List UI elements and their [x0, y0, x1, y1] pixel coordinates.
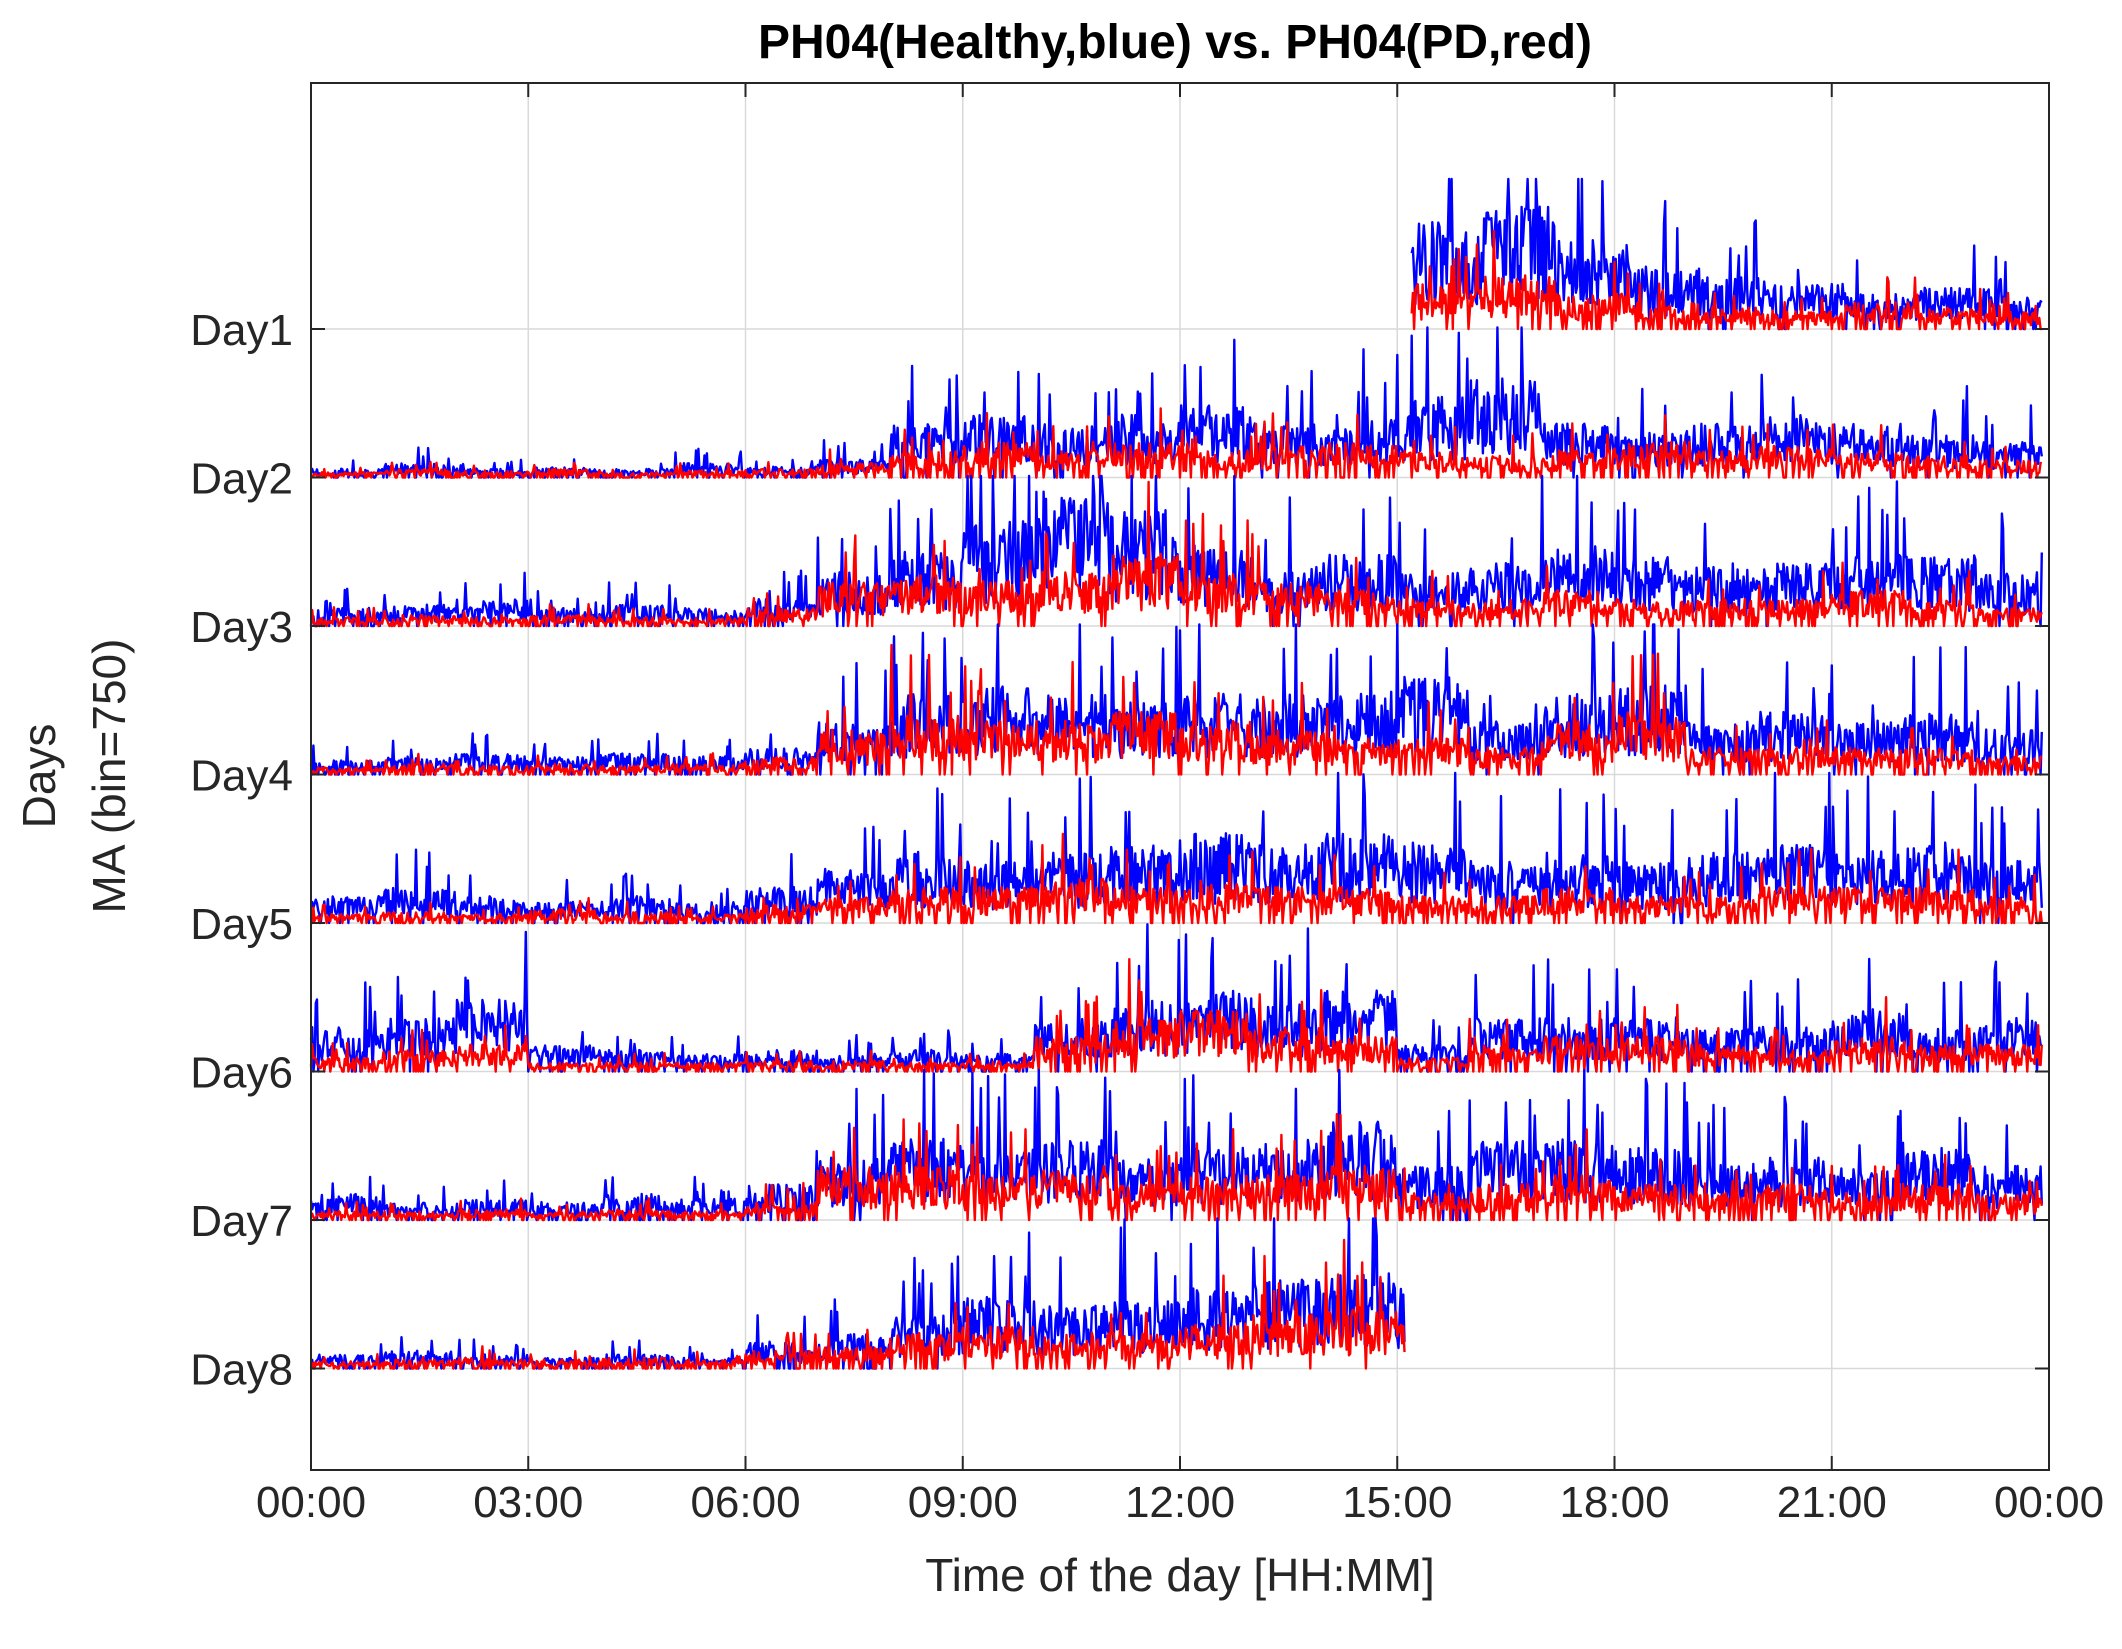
tick-marks: [310, 83, 2050, 1470]
x-tick-label: 00:00: [1994, 1478, 2104, 1527]
pd-trace-day1: [1410, 229, 2042, 331]
pd-trace-day2: [310, 407, 2043, 479]
y-tick-label: Day4: [190, 752, 293, 801]
x-tick-label: 21:00: [1777, 1478, 1887, 1527]
pd-trace-day5: [309, 832, 2043, 925]
grid-lines: [311, 83, 2049, 1470]
x-tick-label: 06:00: [690, 1478, 800, 1527]
chart-title: PH04(Healthy,blue) vs. PH04(PD,red): [758, 16, 1592, 69]
y-tick-label: Day2: [190, 455, 293, 504]
pd-trace-day6: [309, 958, 2043, 1073]
pd-trace-day4: [309, 643, 2042, 776]
x-tick-label: 12:00: [1125, 1478, 1235, 1527]
y-tick-label: Day3: [190, 603, 293, 652]
healthy-trace-day7: [309, 1068, 2043, 1222]
pd-trace-day3: [309, 480, 2043, 628]
x-tick-label: 18:00: [1559, 1478, 1669, 1527]
pd-trace-day8: [309, 1238, 1406, 1370]
pd-trace-day7: [309, 1112, 2043, 1222]
x-tick-label: 15:00: [1342, 1478, 1452, 1527]
healthy-trace-day1: [1410, 177, 2043, 331]
x-tick-label: 09:00: [908, 1478, 1018, 1527]
y-tick-label: Day7: [190, 1197, 293, 1246]
x-tick-label: 00:00: [256, 1478, 366, 1527]
y-tick-label: Day5: [190, 900, 293, 949]
y-axis-label-days: Days: [13, 724, 65, 829]
y-tick-label: Day1: [190, 306, 293, 355]
x-tick-label: 03:00: [473, 1478, 583, 1527]
tick-labels: 00:00 03:00 06:00 09:00 12:00 15:00 18:00 21:00…: [190, 306, 2104, 1527]
x-axis-label: Time of the day [HH:MM]: [925, 1549, 1435, 1601]
y-tick-label: Day6: [190, 1049, 293, 1098]
y-axis-label-ma: MA (bin=750): [83, 639, 135, 914]
y-tick-label: Day8: [190, 1346, 293, 1395]
series-traces: [309, 177, 2043, 1370]
healthy-trace-day5: [310, 771, 2043, 925]
